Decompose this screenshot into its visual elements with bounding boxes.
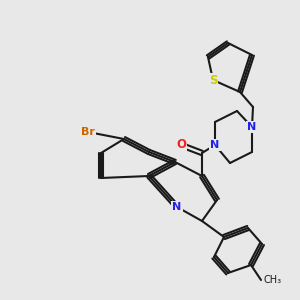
Text: Br: Br — [81, 127, 95, 137]
Text: N: N — [210, 140, 220, 150]
Text: CH₃: CH₃ — [263, 275, 281, 285]
Text: S: S — [209, 74, 217, 86]
Text: N: N — [248, 122, 256, 132]
Text: N: N — [172, 202, 182, 212]
Text: O: O — [176, 139, 186, 152]
